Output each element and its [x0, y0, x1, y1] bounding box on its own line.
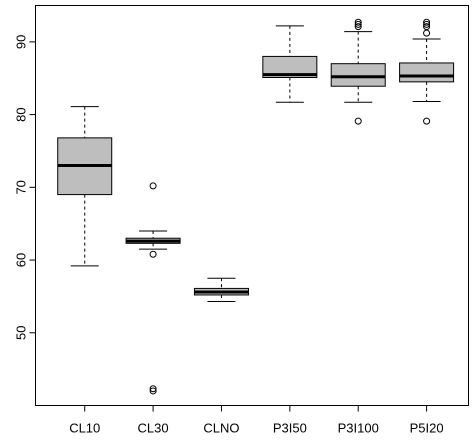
box-CL30 [125, 182, 181, 395]
outlier-point [149, 387, 157, 395]
outlier-point [149, 250, 157, 258]
outlier-point [423, 18, 431, 26]
box-P3I50 [262, 25, 318, 103]
x-tick-label: CL10 [69, 421, 100, 436]
outlier-point [423, 20, 431, 28]
x-tick-label: CL30 [138, 421, 169, 436]
outlier-point [423, 23, 431, 31]
box-P5I20 [399, 18, 455, 125]
x-tick-label: P3I100 [338, 421, 379, 436]
outlier-point [354, 20, 362, 28]
box-body [330, 63, 386, 87]
box-body [262, 55, 318, 78]
y-axis: 50 60 70 80 90 [14, 35, 36, 340]
x-axis: CL10 CL30 CLNO P3I50 P3I100 P5I20 [69, 405, 444, 436]
outlier-point [354, 18, 362, 26]
x-tick-label: P5I20 [410, 421, 444, 436]
y-tick-label: 80 [14, 107, 29, 121]
box-body [399, 62, 455, 83]
outlier-point [354, 23, 362, 31]
box-series [57, 18, 455, 395]
box-P3I100 [330, 18, 386, 125]
outlier-point [149, 182, 157, 190]
outlier-point [149, 385, 157, 393]
x-tick-label: CLNO [203, 421, 239, 436]
outlier-point [423, 117, 431, 125]
outlier-point [354, 117, 362, 125]
y-tick-label: 50 [14, 326, 29, 340]
plot-frame [35, 5, 469, 406]
box-CLNO [193, 277, 249, 302]
y-tick-label: 70 [14, 180, 29, 194]
x-tick-label: P3I50 [273, 421, 307, 436]
box-CL10 [57, 106, 113, 267]
y-tick-label: 90 [14, 35, 29, 49]
y-tick-label: 60 [14, 253, 29, 267]
outlier-point [423, 29, 431, 37]
